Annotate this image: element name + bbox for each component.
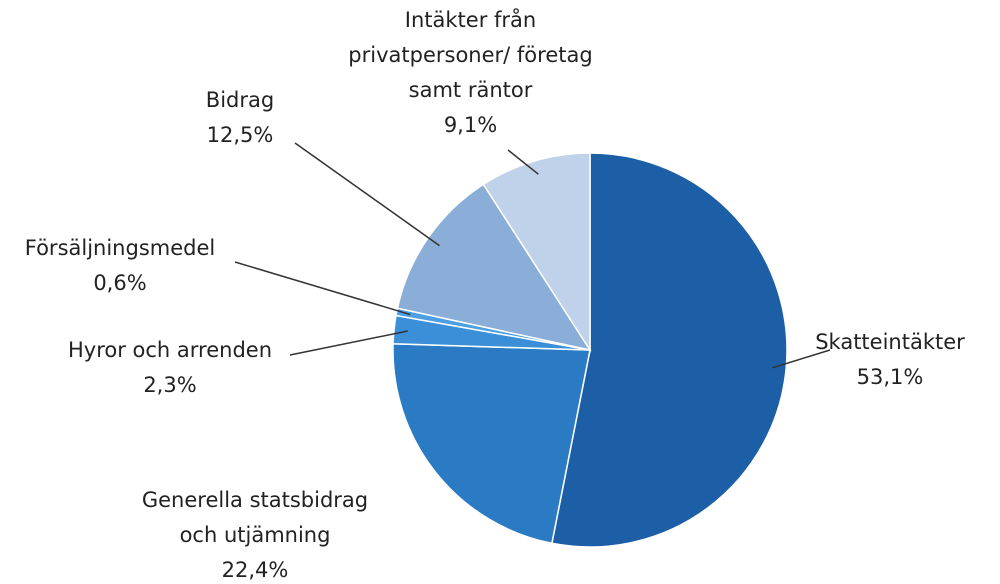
pie-slice: [482, 152, 591, 353]
slice-label: Intäkter från privatpersoner/ företag sa…: [338, 3, 603, 143]
slice-value: 2,3%: [143, 373, 197, 397]
leader-line: [772, 349, 831, 369]
slice-label: Skatteintäkter 53,1%: [790, 325, 990, 395]
leader-line: [507, 149, 539, 175]
pie-slice: [550, 152, 788, 548]
slice-label: Bidrag 12,5%: [140, 83, 340, 153]
slice-label: Hyror och arrenden 2,3%: [50, 333, 290, 403]
slice-value: 12,5%: [206, 123, 274, 147]
slice-name: Bidrag: [205, 88, 275, 112]
slice-name: Skatteintäkter: [815, 330, 965, 354]
slice-name: Försäljningsmedel: [24, 236, 216, 260]
slice-name: Intäkter från privatpersoner/ företag sa…: [348, 8, 593, 102]
pie-slice: [392, 343, 591, 545]
slice-name: Hyror och arrenden: [67, 338, 273, 362]
slice-value: 9,1%: [443, 113, 498, 137]
slice-name: Generella statsbidrag och utjämning: [141, 488, 369, 547]
leader-line: [234, 261, 411, 316]
slice-label: Generella statsbidrag och utjämning 22,4%: [135, 483, 375, 584]
slice-label: Försäljningsmedel 0,6%: [0, 231, 240, 301]
slice-value: 53,1%: [856, 365, 924, 389]
leader-line: [289, 330, 408, 356]
slice-value: 22,4%: [221, 558, 289, 582]
leader-line: [294, 142, 440, 247]
slice-value: 0,6%: [93, 271, 147, 295]
